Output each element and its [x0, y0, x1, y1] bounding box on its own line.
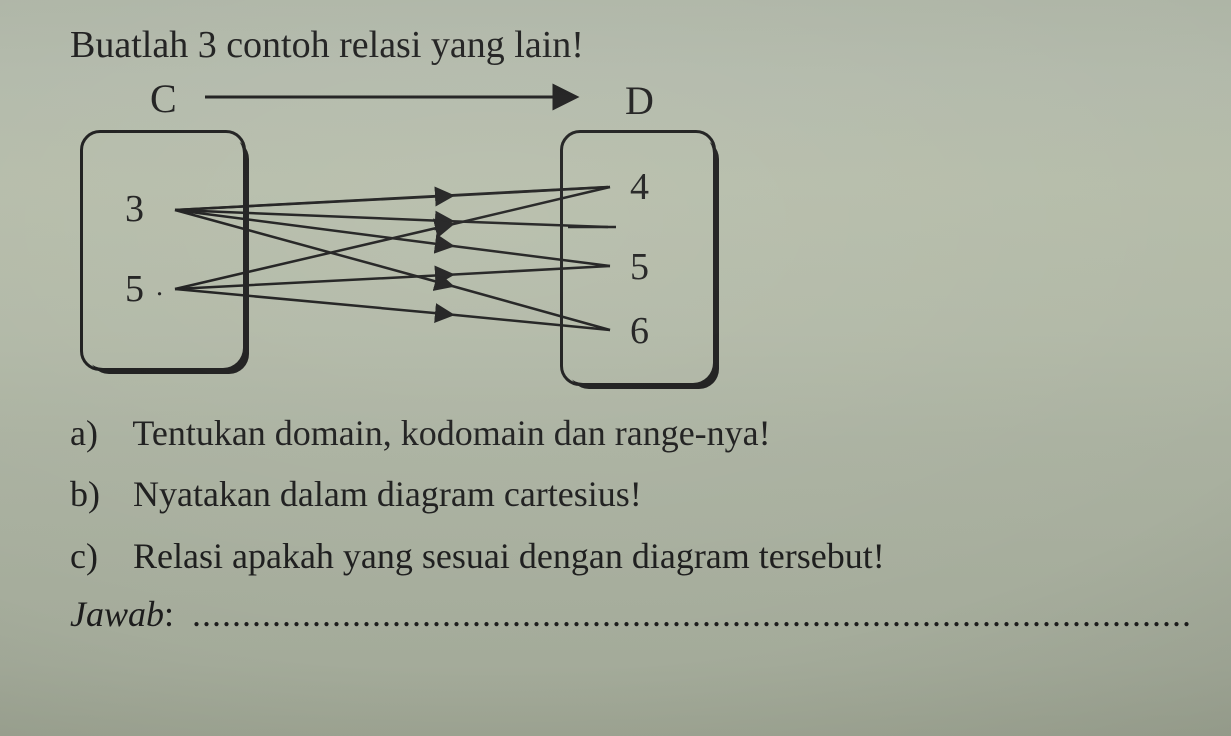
- answer-label: Jawab: [70, 594, 164, 634]
- question-b-text: Nyatakan dalam diagram cartesius!: [133, 474, 642, 514]
- page-scan: { "title": "Buatlah 3 contoh relasi yang…: [0, 0, 1231, 736]
- question-a-text: Tentukan domain, kodomain dan range-nya!: [132, 413, 770, 453]
- question-c-label: c): [70, 526, 124, 587]
- question-b: b) Nyatakan dalam diagram cartesius!: [70, 464, 1191, 525]
- question-a-label: a): [70, 403, 124, 464]
- question-block: a) Tentukan domain, kodomain dan range-n…: [70, 403, 1191, 587]
- mapping-arrows-layer: [70, 75, 750, 395]
- mapping-diagram: C D 3 5 ∙ 4 5 6: [70, 75, 750, 395]
- answer-colon: :: [164, 594, 174, 634]
- question-a: a) Tentukan domain, kodomain dan range-n…: [70, 403, 1191, 464]
- answer-line: Jawab: .................................…: [70, 593, 1191, 635]
- question-b-label: b): [70, 464, 124, 525]
- answer-dots: ........................................…: [192, 594, 1192, 634]
- title-text: Buatlah 3 contoh relasi yang lain!: [70, 20, 1191, 71]
- question-c: c) Relasi apakah yang sesuai dengan diag…: [70, 526, 1191, 587]
- question-c-text: Relasi apakah yang sesuai dengan diagram…: [133, 536, 885, 576]
